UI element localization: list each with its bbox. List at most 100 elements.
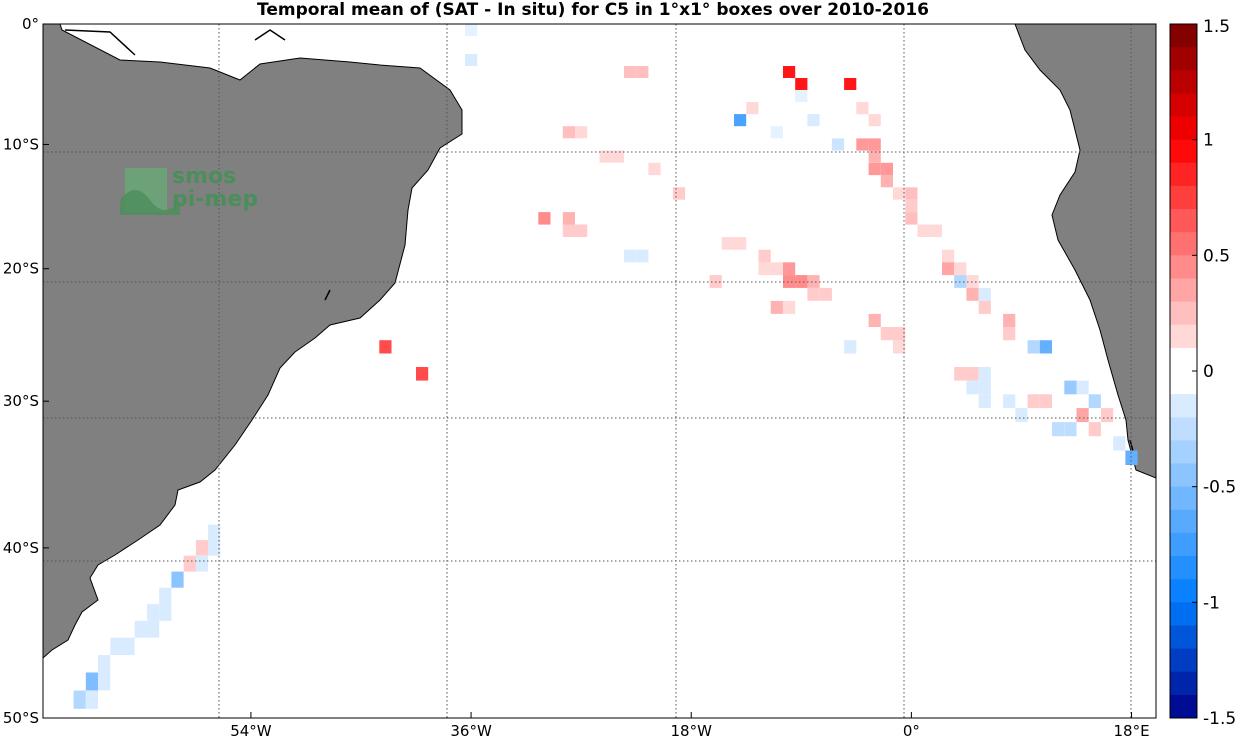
colorbar-segment	[1170, 232, 1197, 256]
heatmap-cell	[1003, 394, 1016, 409]
logo-text-smos: smos	[172, 164, 236, 189]
heatmap-cell	[844, 340, 857, 354]
heatmap-cell	[599, 150, 612, 163]
heatmap-cell	[575, 224, 588, 237]
heatmap-cell	[1076, 408, 1089, 423]
heatmap-cell	[868, 138, 881, 151]
heatmap-cell	[134, 620, 147, 638]
heatmap-cell	[636, 66, 649, 78]
heatmap-cell	[208, 524, 221, 540]
heatmap-cell	[795, 90, 808, 103]
heatmap-cell	[746, 102, 759, 115]
heatmap-cell	[929, 224, 942, 237]
heatmap-cell	[195, 540, 209, 556]
heatmap-cell	[1015, 408, 1028, 423]
heatmap-cell	[1027, 394, 1040, 409]
colorbar-segment	[1170, 556, 1197, 580]
heatmap-cell	[1039, 394, 1052, 409]
colorbar-tick-label: -1.5	[1203, 709, 1236, 729]
heatmap-cell	[1076, 380, 1089, 395]
heatmap-cell	[1003, 327, 1016, 341]
heatmap-cell	[1088, 394, 1101, 409]
heatmap-cell	[636, 249, 649, 263]
colorbar: 1.5 1 0.5 0 -0.5 -1 -1.5	[1169, 17, 1236, 729]
heatmap-cell	[868, 114, 881, 127]
colorbar-segment	[1170, 417, 1197, 441]
heatmap-cell	[1064, 380, 1077, 395]
heatmap-cell	[966, 287, 979, 301]
colorbar-segment	[1170, 371, 1197, 395]
axis-ticks: 54°W 36°W 18°W 0° 18°E 0° 10°S 20°S 30°S 40°S 50°S	[3, 15, 1150, 738]
heatmap-cell	[978, 300, 991, 314]
heatmap-cell	[758, 249, 771, 263]
heatmap-cell	[783, 66, 796, 78]
colorbar-segment	[1170, 301, 1197, 326]
heatmap-cell	[807, 114, 820, 127]
heatmap-cell	[893, 187, 906, 200]
heatmap-cell	[880, 162, 893, 176]
heatmap-cell	[171, 571, 184, 588]
heatmap-cell	[147, 604, 160, 621]
heatmap-cell	[795, 78, 808, 90]
heatmap-cell	[183, 555, 196, 572]
colorbar-segment	[1170, 625, 1197, 650]
heatmap-cell	[917, 224, 930, 237]
chart-title: Temporal mean of (SAT - In situ) for C5 …	[257, 0, 929, 20]
heatmap-cell	[966, 367, 979, 381]
y-tick-label: 30°S	[3, 392, 39, 410]
heatmap-cell	[416, 367, 429, 381]
colorbar-segment	[1170, 116, 1197, 141]
colorbar-segment	[1170, 394, 1197, 418]
heatmap-cell	[1088, 422, 1101, 437]
y-tick-label: 10°S	[3, 135, 39, 153]
colorbar-tick-label: 0	[1203, 362, 1214, 382]
colorbar-segment	[1170, 70, 1197, 94]
colorbar-tick-label: 0.5	[1203, 246, 1230, 266]
heatmap-cell	[905, 187, 918, 200]
heatmap-cell	[905, 212, 918, 225]
heatmap-cell	[624, 249, 637, 263]
heatmap-cell	[1027, 340, 1040, 354]
heatmap-cell	[1003, 313, 1016, 327]
colorbar-tick-label: -1	[1203, 593, 1220, 613]
y-tick-label: 50°S	[3, 709, 39, 727]
heatmap-cell	[978, 380, 991, 395]
colorbar-segment	[1170, 648, 1197, 673]
heatmap-cell	[770, 300, 783, 314]
colorbar-segment	[1170, 579, 1197, 603]
heatmap-cell	[954, 262, 967, 276]
heatmap-cell	[465, 54, 478, 66]
y-tick-label: 0°	[22, 15, 39, 33]
heatmap-cell	[1052, 422, 1065, 437]
colorbar-tick-label: 1	[1203, 131, 1214, 151]
heatmap-cell	[893, 327, 906, 341]
y-tick-label: 40°S	[3, 539, 39, 557]
heatmap-cell	[868, 150, 881, 163]
colorbar-segment	[1170, 24, 1197, 48]
smos-pimep-logo: smos pi-mep	[120, 164, 258, 215]
grid-lines	[43, 24, 1156, 718]
heatmap-cell	[942, 262, 955, 276]
colorbar-segment	[1170, 509, 1197, 534]
heatmap-cell	[978, 287, 991, 301]
heatmap-cell	[880, 175, 893, 188]
colorbar-segment	[1170, 93, 1197, 117]
colorbar-segment	[1170, 278, 1197, 303]
heatmap-cell	[734, 237, 747, 250]
x-tick-label: 36°W	[450, 722, 492, 738]
heatmap-cell	[807, 287, 820, 301]
heatmap-cell	[942, 249, 955, 263]
heatmap-cell	[783, 300, 796, 314]
heatmap-cell	[905, 199, 918, 213]
x-tick-label: 0°	[903, 722, 920, 738]
heatmap-cell	[648, 162, 661, 176]
heatmap-cell	[868, 313, 881, 327]
heatmap-cell	[562, 224, 575, 237]
heatmap-cell	[807, 275, 820, 288]
heatmap-cell	[783, 262, 796, 276]
heatmap-cell	[624, 66, 637, 78]
heatmap-cell	[819, 287, 832, 301]
colorbar-segment	[1170, 602, 1197, 626]
heatmap-cell	[611, 150, 624, 163]
